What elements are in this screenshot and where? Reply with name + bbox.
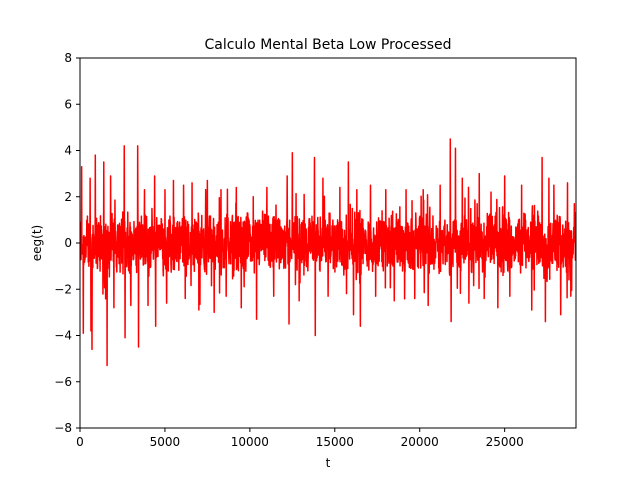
y-tick-label: 4 (64, 144, 72, 158)
x-tick-label: 10000 (231, 435, 269, 449)
y-axis: −8 −6 −4 −2 0 2 4 6 8 (54, 51, 80, 435)
series-line-eeg (80, 138, 576, 367)
x-tick-label: 20000 (401, 435, 439, 449)
x-axis: 0 5000 10000 15000 20000 25000 (76, 428, 524, 449)
chart-title: Calculo Mental Beta Low Processed (204, 37, 451, 53)
y-tick-label: −8 (54, 421, 72, 435)
x-tick-label: 0 (76, 435, 84, 449)
y-tick-label: 6 (64, 97, 72, 111)
y-tick-label: 8 (64, 51, 72, 65)
x-tick-label: 15000 (316, 435, 354, 449)
x-axis-label: t (326, 456, 331, 470)
x-tick-label: 5000 (150, 435, 181, 449)
y-tick-label: −6 (54, 375, 72, 389)
plot-area (79, 57, 577, 429)
y-axis-label: eeg(t) (30, 225, 44, 261)
y-tick-label: 0 (64, 236, 72, 250)
y-tick-label: 2 (64, 190, 72, 204)
y-tick-label: −2 (54, 282, 72, 296)
y-tick-label: −4 (54, 329, 72, 343)
x-tick-label: 25000 (486, 435, 524, 449)
